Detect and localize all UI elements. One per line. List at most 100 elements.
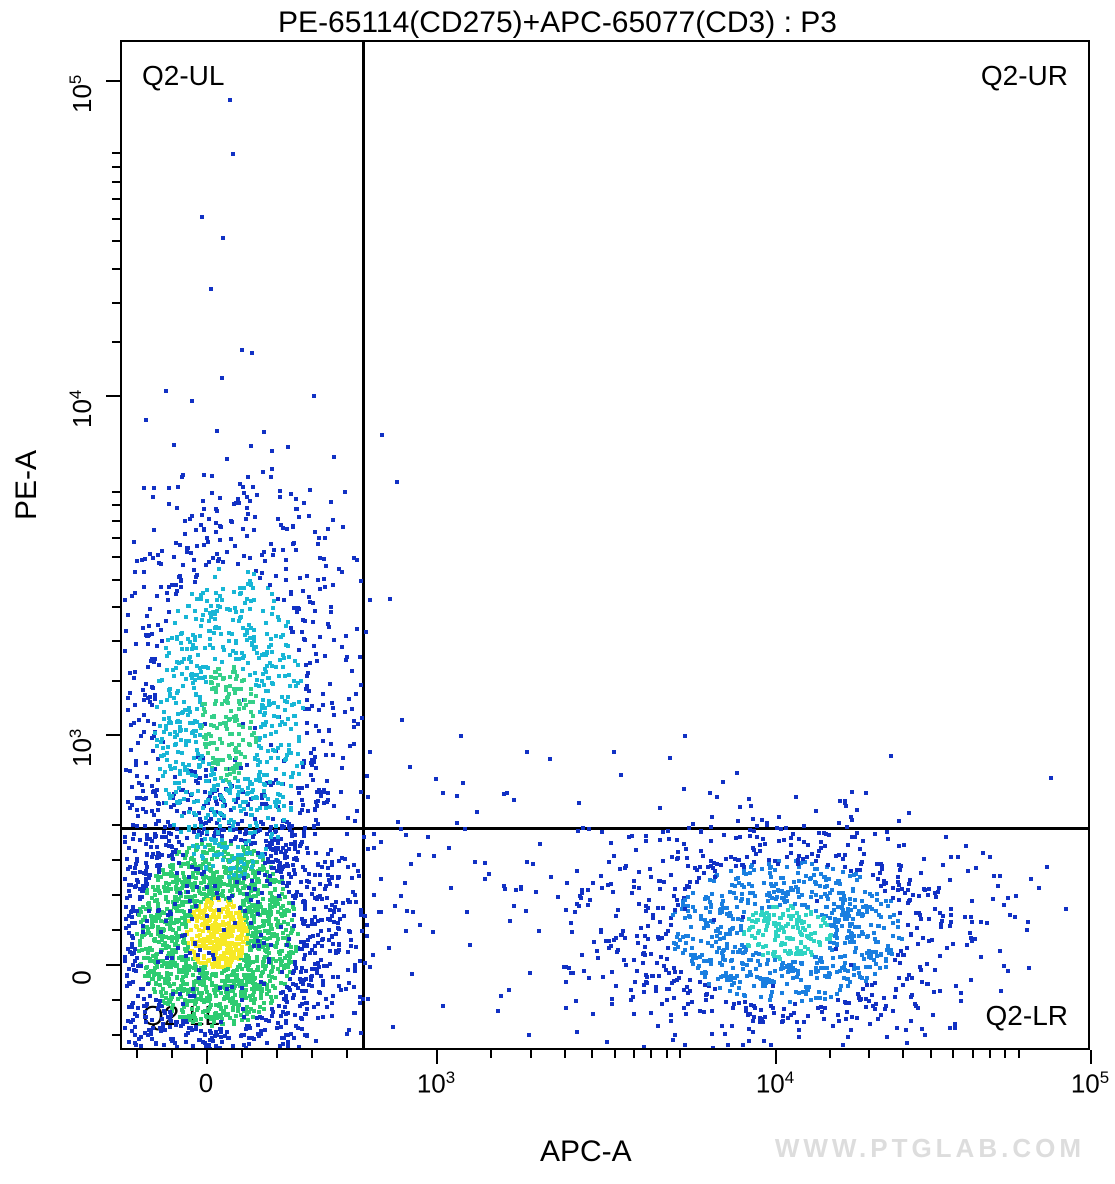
data-point [139,964,143,968]
data-point [297,515,301,519]
data-point [161,746,165,750]
data-point [731,966,735,970]
data-point [313,922,317,926]
data-point [287,937,291,941]
data-point [781,1019,785,1023]
data-point [146,719,150,723]
data-point [293,872,297,876]
data-point [224,932,228,936]
data-point [203,742,207,746]
data-point [164,389,168,393]
data-point [274,959,278,963]
data-point [203,790,207,794]
data-point [213,758,217,762]
data-point [350,669,354,673]
data-point [858,875,862,879]
data-point [230,985,234,989]
data-point [175,835,179,839]
data-point [196,845,200,849]
data-point [302,996,306,1000]
data-point [858,847,862,851]
data-point [998,949,1002,953]
data-point [343,490,347,494]
data-point [817,990,821,994]
data-point [175,1020,179,1024]
data-point [314,1039,318,1043]
data-point [318,587,322,591]
data-point [179,641,183,645]
data-point [197,976,201,980]
data-point [260,891,264,895]
data-point [772,913,776,917]
data-point [182,875,186,879]
data-point [803,945,807,949]
data-point [199,597,203,601]
data-point [872,931,876,935]
data-point [243,872,247,876]
data-point [669,873,673,877]
data-point [213,1034,217,1038]
data-point [753,936,757,940]
data-point [154,981,158,985]
data-point [268,906,272,910]
data-point [164,996,168,1000]
data-point [329,742,333,746]
data-point [864,979,868,983]
data-point [299,980,303,984]
data-point [197,968,201,972]
data-point [685,856,689,860]
data-point [312,887,316,891]
data-point [793,960,797,964]
data-point [246,582,250,586]
data-point [258,576,262,580]
data-point [286,717,290,721]
data-point [710,935,714,939]
data-point [261,698,265,702]
data-point [235,968,239,972]
data-point [218,524,222,528]
data-point [258,1005,262,1009]
data-point [818,884,822,888]
data-point [166,745,170,749]
data-point [167,951,171,955]
data-point [239,752,243,756]
data-point [207,762,211,766]
data-point [315,969,319,973]
data-point [395,480,399,484]
data-point [269,943,273,947]
data-point [345,832,349,836]
data-point [188,710,192,714]
data-point [291,863,295,867]
data-point [209,837,213,841]
data-point [843,954,847,958]
data-point [281,904,285,908]
data-point [340,570,344,574]
data-point [876,1017,880,1021]
data-point [173,781,177,785]
data-point [133,591,137,595]
data-point [274,767,278,771]
data-point [938,989,942,993]
data-point [944,835,948,839]
data-point [252,639,256,643]
data-point [658,887,662,891]
data-point [183,941,187,945]
data-point [837,918,841,922]
data-point [286,445,290,449]
data-point [307,880,311,884]
data-point [256,758,260,762]
data-point [253,841,257,845]
data-point [308,488,312,492]
data-point [214,676,218,680]
data-point [741,967,745,971]
data-point [129,883,133,887]
data-point [145,853,149,857]
data-point [675,898,679,902]
data-point [126,696,130,700]
data-point [746,898,750,902]
data-point [169,767,173,771]
data-point [809,912,813,916]
data-point [667,837,671,841]
data-point [145,833,149,837]
data-point [856,966,860,970]
